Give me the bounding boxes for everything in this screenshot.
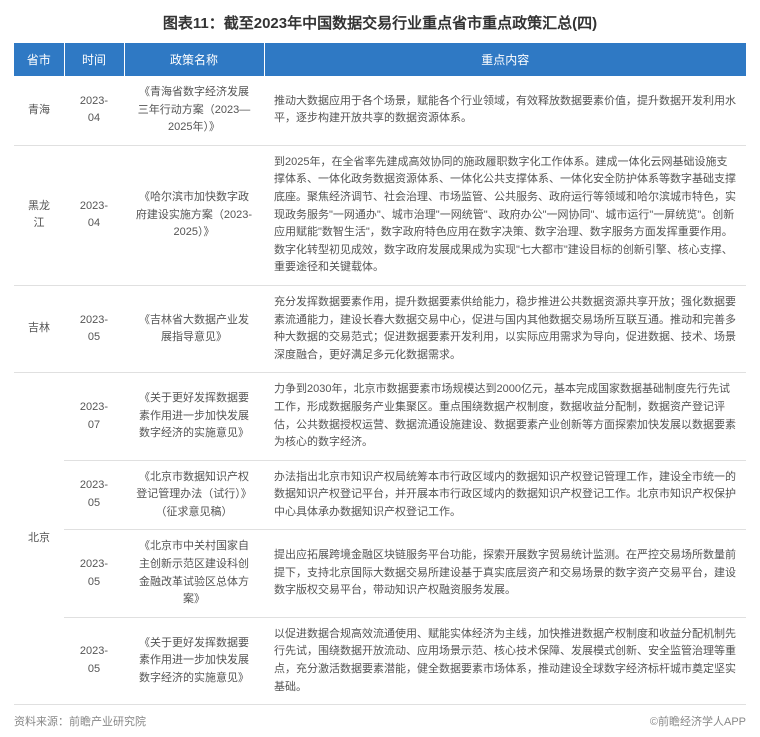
date-cell: 2023-04 xyxy=(64,145,124,285)
province-cell: 青海 xyxy=(14,76,64,145)
content-cell: 到2025年，在全省率先建成高效协同的施政履职数字化工作体系。建成一体化云网基础… xyxy=(264,145,746,285)
date-cell: 2023-05 xyxy=(64,460,124,530)
content-cell: 办法指出北京市知识产权局统筹本市行政区域内的数据知识产权登记管理工作，建设全市统… xyxy=(264,460,746,530)
column-header: 省市 xyxy=(14,43,64,76)
content-cell: 以促进数据合规高效流通使用、赋能实体经济为主线，加快推进数据产权制度和收益分配机… xyxy=(264,617,746,704)
column-header: 政策名称 xyxy=(124,43,264,76)
policy-table: 省市时间政策名称重点内容 青海2023-04《青海省数字经济发展三年行动方案（2… xyxy=(14,43,746,705)
date-cell: 2023-05 xyxy=(64,285,124,372)
content-cell: 充分发挥数据要素作用，提升数据要素供给能力，稳步推进公共数据资源共享开放；强化数… xyxy=(264,285,746,372)
policy-name-cell: 《关于更好发挥数据要素作用进一步加快发展数字经济的实施意见》 xyxy=(124,373,264,460)
table-row: 2023-05《北京市数据知识产权登记管理办法（试行）》（征求意见稿）办法指出北… xyxy=(14,460,746,530)
chart-title: 图表11：截至2023年中国数据交易行业重点省市重点政策汇总(四) xyxy=(14,12,746,33)
table-row: 2023-05《关于更好发挥数据要素作用进一步加快发展数字经济的实施意见》以促进… xyxy=(14,617,746,704)
table-row: 吉林2023-05《吉林省大数据产业发展指导意见》充分发挥数据要素作用，提升数据… xyxy=(14,285,746,372)
content-cell: 推动大数据应用于各个场景，赋能各个行业领域，有效释放数据要素价值，提升数据开发利… xyxy=(264,76,746,145)
policy-name-cell: 《吉林省大数据产业发展指导意见》 xyxy=(124,285,264,372)
policy-name-cell: 《哈尔滨市加快数字政府建设实施方案（2023-2025）》 xyxy=(124,145,264,285)
policy-name-cell: 《青海省数字经济发展三年行动方案（2023—2025年）》 xyxy=(124,76,264,145)
copyright-label: ©前瞻经济学人APP xyxy=(650,713,746,729)
table-row: 北京2023-07《关于更好发挥数据要素作用进一步加快发展数字经济的实施意见》力… xyxy=(14,373,746,460)
footer: 资料来源：前瞻产业研究院 ©前瞻经济学人APP xyxy=(14,713,746,729)
province-cell: 北京 xyxy=(14,373,64,705)
column-header: 重点内容 xyxy=(264,43,746,76)
policy-name-cell: 《北京市数据知识产权登记管理办法（试行）》（征求意见稿） xyxy=(124,460,264,530)
province-cell: 黑龙江 xyxy=(14,145,64,285)
column-header: 时间 xyxy=(64,43,124,76)
date-cell: 2023-04 xyxy=(64,76,124,145)
source-label: 资料来源：前瞻产业研究院 xyxy=(14,713,146,729)
table-header-row: 省市时间政策名称重点内容 xyxy=(14,43,746,76)
table-row: 黑龙江2023-04《哈尔滨市加快数字政府建设实施方案（2023-2025）》到… xyxy=(14,145,746,285)
date-cell: 2023-05 xyxy=(64,617,124,704)
policy-name-cell: 《关于更好发挥数据要素作用进一步加快发展数字经济的实施意见》 xyxy=(124,617,264,704)
province-cell: 吉林 xyxy=(14,285,64,372)
date-cell: 2023-07 xyxy=(64,373,124,460)
table-row: 青海2023-04《青海省数字经济发展三年行动方案（2023—2025年）》推动… xyxy=(14,76,746,145)
content-cell: 力争到2030年，北京市数据要素市场规模达到2000亿元，基本完成国家数据基础制… xyxy=(264,373,746,460)
